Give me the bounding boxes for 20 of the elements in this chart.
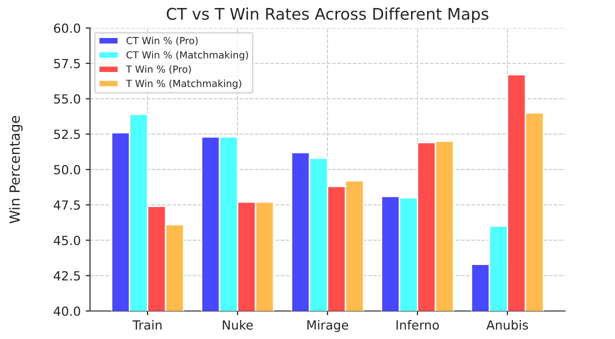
legend-label: CT Win % (Pro) (126, 36, 198, 46)
chart-title: CT vs T Win Rates Across Different Maps (166, 8, 488, 23)
legend-label: CT Win % (Matchmaking) (126, 51, 248, 60)
y-tick-label: 47.5 (54, 200, 80, 210)
y-tick-label: 42.5 (54, 271, 80, 281)
y-tick-label: 45.0 (54, 236, 80, 246)
x-tick-label: Train (132, 320, 162, 330)
x-tick-label: Nuke (222, 320, 253, 330)
y-tick-label: 50.0 (54, 164, 80, 174)
y-tick-label: 60.0 (54, 23, 80, 33)
y-tick-label: 40.0 (54, 306, 80, 316)
y-tick-label: 57.5 (54, 59, 80, 68)
y-tick-label: 52.5 (54, 130, 80, 140)
legend-label: T Win % (Matchmaking) (126, 80, 242, 89)
y-axis-title: Win Percentage (9, 116, 23, 224)
x-tick-label: Inferno (396, 320, 439, 330)
legend-label: T Win % (Pro) (126, 65, 191, 74)
y-tick-label: 55.0 (54, 94, 80, 104)
x-tick-label: Mirage (307, 320, 348, 332)
x-tick-label: Anubis (486, 320, 528, 330)
